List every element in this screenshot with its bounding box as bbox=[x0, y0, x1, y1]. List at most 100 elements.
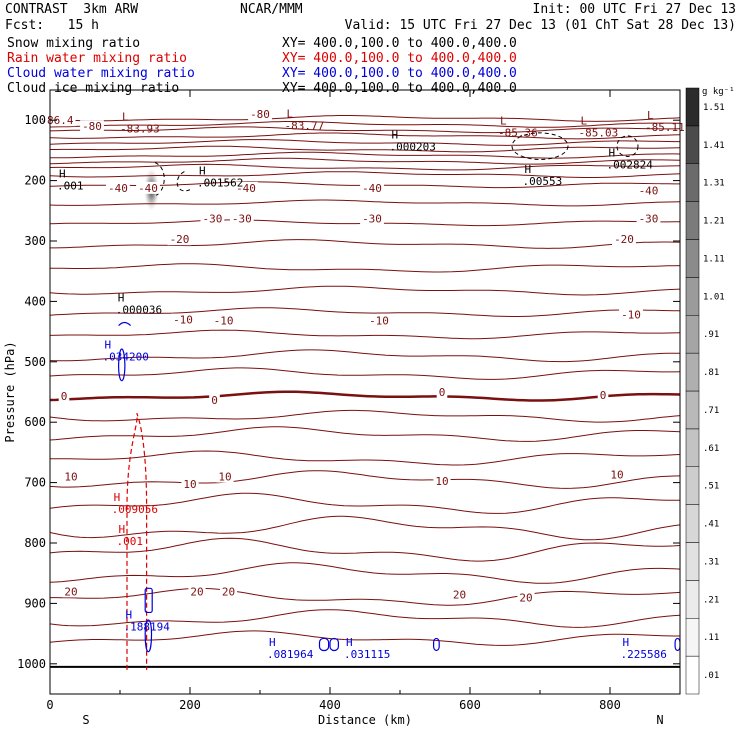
extremum-value-label: .001 bbox=[117, 535, 144, 548]
extremum-kind-label: H bbox=[114, 491, 121, 504]
extremum-value-label: .009056 bbox=[112, 503, 158, 516]
extremum-kind-label: L bbox=[122, 110, 129, 123]
contour-label-background bbox=[58, 390, 70, 403]
colorbar-segment bbox=[685, 277, 700, 316]
temperature-contour bbox=[50, 171, 680, 178]
extremum-value-label: -83.77 bbox=[285, 119, 325, 132]
y-tick-label: 600 bbox=[24, 415, 46, 429]
forecast-hour: Fcst: 15 h bbox=[5, 18, 99, 33]
field-xy-rain: XY= 400.0,100.0 to 400.0,400.0 bbox=[282, 51, 517, 66]
temperature-contour-label: -20 bbox=[170, 233, 190, 246]
cloud-ice-contour bbox=[511, 132, 569, 160]
temperature-contour-label: 10 bbox=[64, 471, 77, 484]
extremum-value-label: .034200 bbox=[103, 351, 149, 364]
temperature-contour bbox=[50, 151, 680, 159]
temperature-contour-label: -80 bbox=[250, 108, 270, 121]
temperature-contour bbox=[50, 630, 680, 646]
contour-label-background bbox=[219, 585, 238, 598]
temperature-contour-label: -40 bbox=[362, 182, 382, 195]
temperature-contour bbox=[50, 409, 680, 423]
colorbar-segment bbox=[685, 315, 700, 354]
colorbar-segment bbox=[685, 580, 700, 619]
temperature-contour bbox=[50, 115, 680, 122]
cloud-water-contour bbox=[318, 637, 330, 652]
extremum-kind-label: H bbox=[346, 636, 353, 649]
extremum-kind-label: H bbox=[118, 291, 125, 304]
cloud-water-contour bbox=[144, 619, 153, 653]
field-label-snow: Snow mixing ratio bbox=[7, 36, 141, 51]
temperature-contour-label: -30 bbox=[639, 213, 659, 226]
temperature-contour-label: -10 bbox=[214, 315, 234, 328]
contour-label-background bbox=[200, 212, 225, 225]
contour-label-background bbox=[234, 181, 258, 194]
contour-label-background bbox=[360, 212, 384, 225]
extremum-value-label: .225586 bbox=[621, 648, 667, 661]
colorbar-segment bbox=[685, 390, 700, 430]
colorbar-level-label: 1.11 bbox=[703, 254, 725, 264]
temperature-contour-label: 0 bbox=[211, 394, 218, 407]
colorbar-level-label: .51 bbox=[703, 482, 719, 492]
temperature-contour-label: -40 bbox=[108, 182, 128, 195]
x-tick-label: 800 bbox=[599, 698, 621, 712]
x-tick-label: 600 bbox=[459, 698, 481, 712]
extremum-kind-label: H bbox=[525, 163, 532, 176]
colorbar-level-label: .91 bbox=[703, 330, 719, 340]
temperature-contour-label: -30 bbox=[362, 213, 382, 226]
temperature-contour-label: -10 bbox=[173, 314, 193, 327]
extremum-value-label: .001 bbox=[57, 180, 84, 193]
temperature-contour bbox=[50, 139, 680, 146]
colorbar-level-label: .71 bbox=[703, 406, 719, 416]
cloud-water-contour bbox=[144, 587, 153, 614]
extremum-value-label: -85.11 bbox=[645, 121, 685, 134]
temperature-contour-label: -86.4 bbox=[40, 114, 73, 127]
temperature-contour bbox=[50, 132, 680, 140]
cloud-water-contour bbox=[117, 348, 126, 382]
temperature-contour-label: 0 bbox=[61, 390, 68, 403]
temperature-contour-label: -40 bbox=[639, 184, 659, 197]
y-tick-label: 100 bbox=[24, 113, 46, 127]
colorbar-level-label: .21 bbox=[703, 595, 719, 605]
extremum-kind-label: H bbox=[392, 128, 399, 141]
field-label-cloud-water: Cloud water mixing ratio bbox=[7, 66, 195, 81]
extremum-value-label: -83.93 bbox=[120, 122, 160, 135]
temperature-contour-label: -20 bbox=[614, 233, 634, 246]
x-tick-label: 400 bbox=[319, 698, 341, 712]
rain-mixing-ratio-contour bbox=[126, 412, 148, 670]
cloud-ice-contour bbox=[616, 135, 639, 157]
colorbar-level-label: 1.21 bbox=[703, 217, 725, 227]
colorbar-level-label: 1.31 bbox=[703, 179, 725, 189]
contour-label-background bbox=[62, 470, 80, 483]
colorbar-level-label: .01 bbox=[703, 671, 719, 681]
temperature-contour-label: 0 bbox=[600, 389, 607, 402]
contour-label-background bbox=[517, 591, 535, 604]
field-label-rain: Rain water mixing ratio bbox=[7, 51, 188, 66]
temperature-contour-label: 10 bbox=[435, 475, 448, 488]
temperature-contour bbox=[50, 263, 680, 273]
colorbar-level-label: 1.01 bbox=[703, 292, 725, 302]
x-endpoint-left: S bbox=[82, 713, 89, 727]
y-tick-label: 500 bbox=[24, 355, 46, 369]
colorbar-level-label: .81 bbox=[703, 368, 719, 378]
temperature-contour bbox=[50, 126, 680, 134]
temperature-contour bbox=[50, 367, 680, 380]
contour-label-background bbox=[612, 233, 636, 246]
colorbar-segment bbox=[685, 352, 700, 392]
colorbar-segment bbox=[685, 466, 700, 505]
contour-label-background bbox=[636, 212, 661, 225]
temperature-contour-label: 20 bbox=[222, 585, 235, 598]
temperature-contour bbox=[50, 426, 680, 442]
extremum-kind-label: L bbox=[500, 115, 507, 128]
y-tick-label: 800 bbox=[24, 536, 46, 550]
contour-label-background bbox=[216, 470, 234, 483]
contour-label-background bbox=[209, 393, 220, 406]
contour-label-background bbox=[80, 120, 104, 133]
colorbar-level-label: .41 bbox=[703, 520, 719, 530]
field-label-cloud-ice: Cloud ice mixing ratio bbox=[7, 81, 180, 96]
temperature-contour bbox=[50, 307, 680, 317]
colorbar-segment bbox=[685, 163, 700, 202]
temperature-contour-label: -40 bbox=[138, 182, 158, 195]
temperature-contour bbox=[50, 239, 680, 249]
colorbar-segment bbox=[685, 655, 700, 695]
extremum-kind-label: H bbox=[199, 165, 206, 178]
